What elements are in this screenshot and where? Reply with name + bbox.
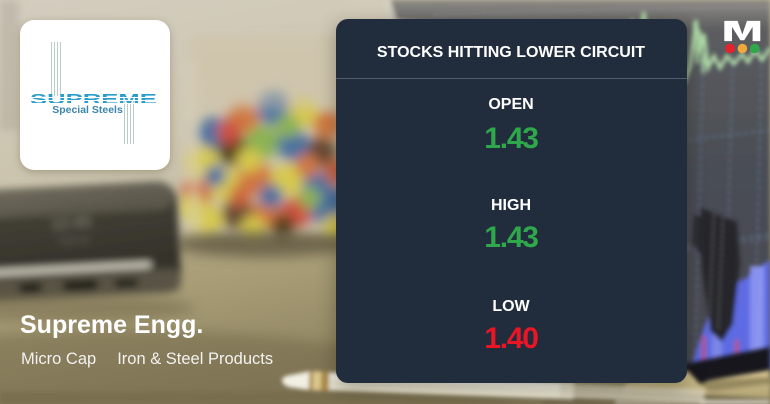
svg-text:TUE 05: TUE 05 — [58, 235, 89, 247]
svg-text:12:45: 12:45 — [51, 214, 92, 233]
